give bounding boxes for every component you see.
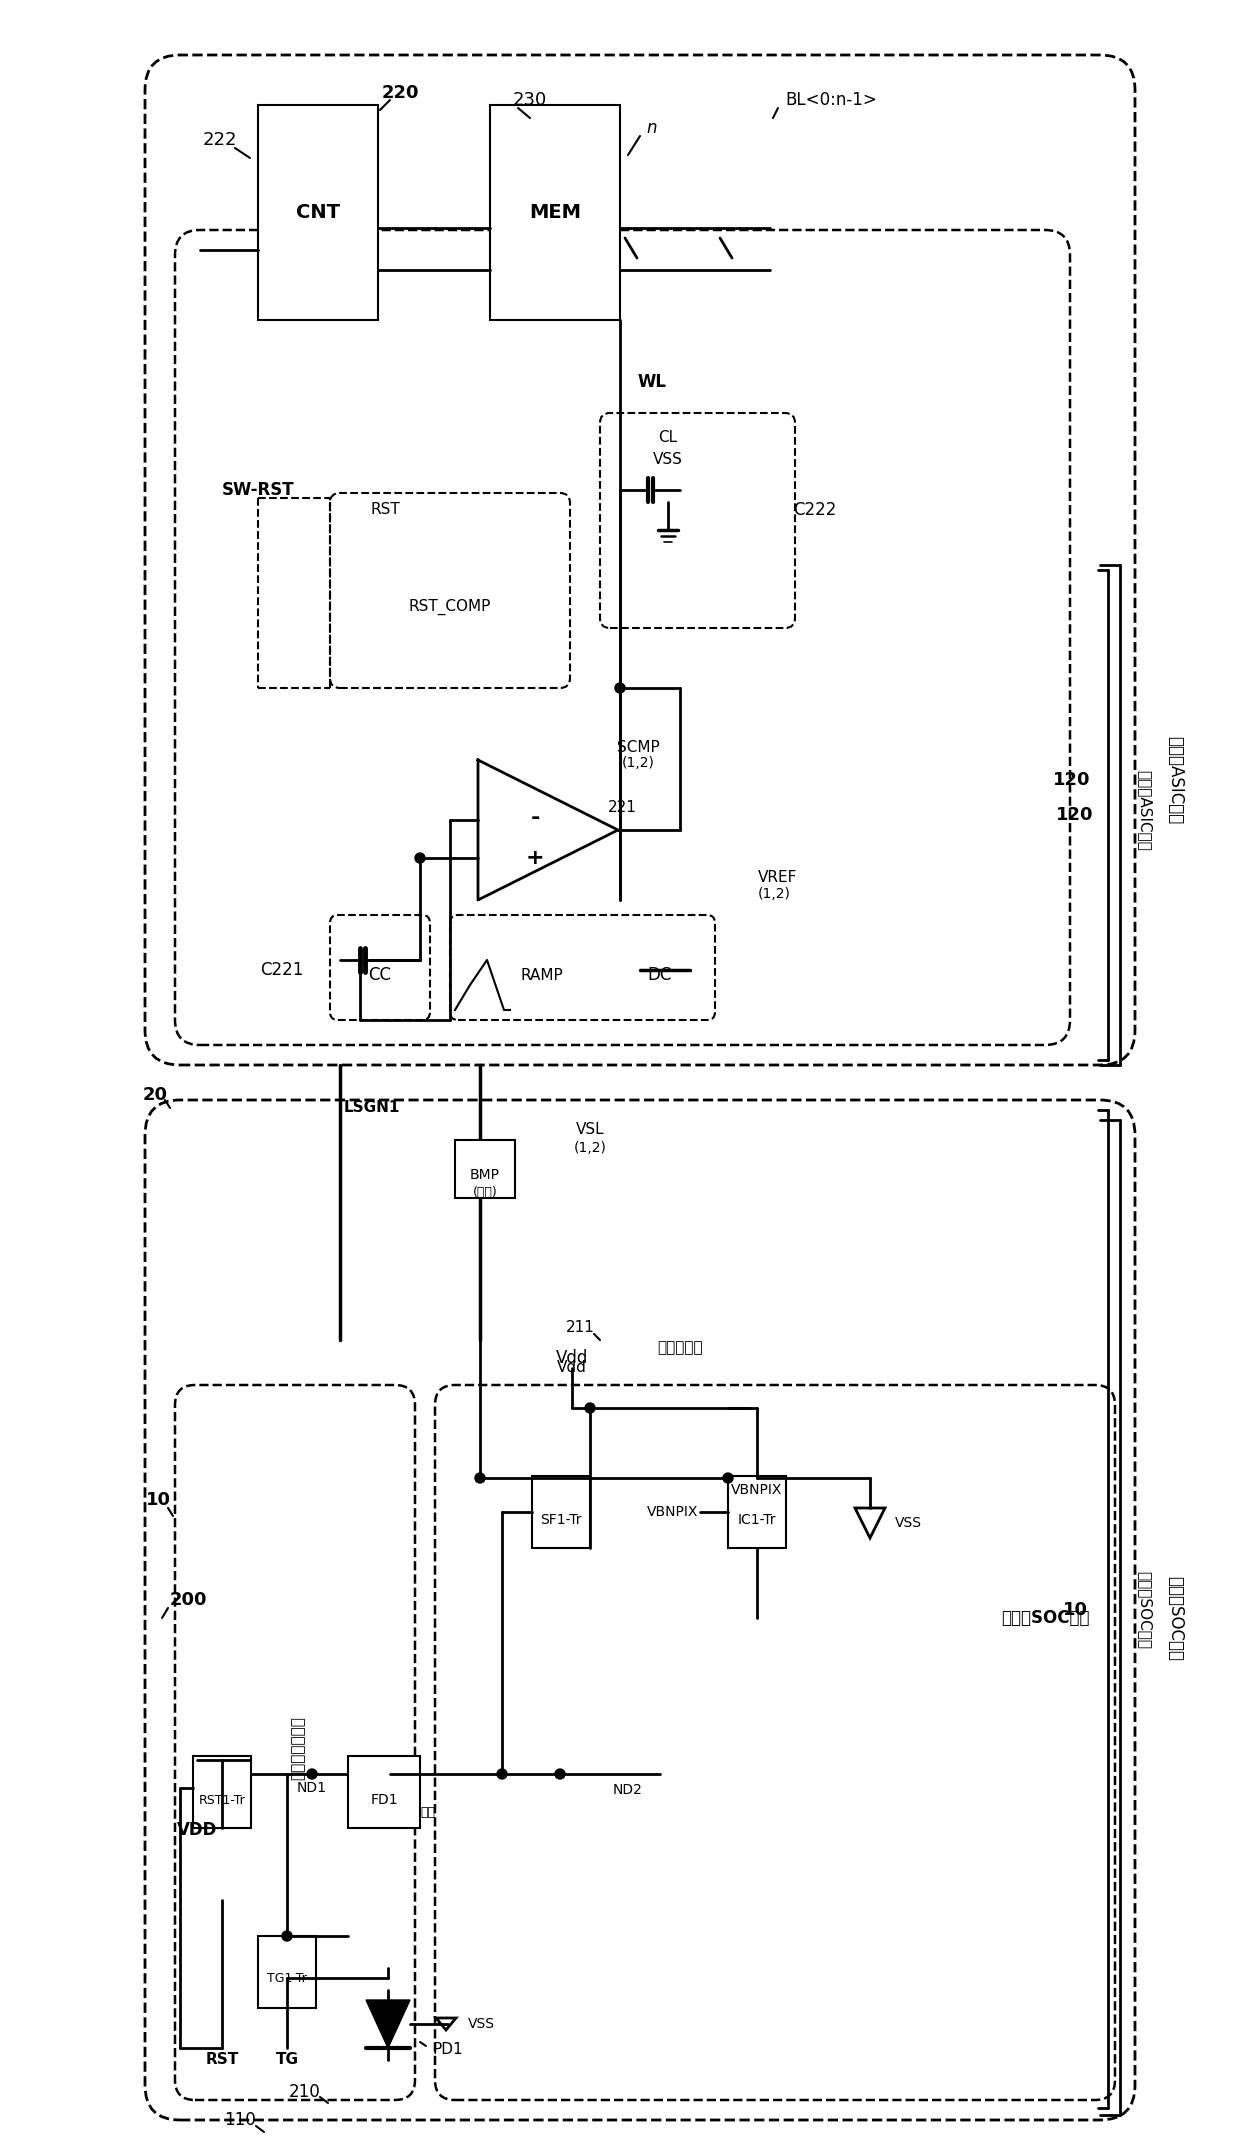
Text: (1,2): (1,2) — [621, 756, 655, 769]
Text: VBNPIX: VBNPIX — [646, 1506, 698, 1519]
Text: SW-RST: SW-RST — [222, 480, 294, 500]
Text: 输出缓冲部: 输出缓冲部 — [657, 1340, 703, 1355]
Text: 211: 211 — [565, 1320, 594, 1335]
Text: 第一层SOC像素: 第一层SOC像素 — [1137, 1570, 1152, 1650]
Text: 222: 222 — [203, 131, 237, 149]
Text: n: n — [647, 118, 657, 138]
Text: ND2: ND2 — [613, 1784, 642, 1796]
Text: IC1-Tr: IC1-Tr — [738, 1512, 776, 1527]
Bar — [532, 1475, 590, 1549]
Circle shape — [475, 1473, 485, 1482]
Text: 光电转换读出部: 光电转换读出部 — [290, 1717, 305, 1779]
Text: 10: 10 — [145, 1491, 171, 1510]
Text: 220: 220 — [381, 84, 419, 101]
Text: C221: C221 — [260, 961, 304, 980]
Text: MEM: MEM — [529, 202, 582, 222]
Text: RST1-Tr: RST1-Tr — [198, 1794, 246, 1807]
Text: SCMP: SCMP — [616, 741, 660, 756]
Text: DC: DC — [647, 965, 672, 984]
Text: 第二层ASIC像素: 第二层ASIC像素 — [1137, 769, 1152, 851]
Text: (凸块): (凸块) — [472, 1185, 497, 1198]
Text: FD1: FD1 — [371, 1792, 398, 1807]
Text: +: + — [526, 849, 544, 868]
Text: Vdd: Vdd — [556, 1348, 588, 1368]
Text: -: - — [531, 808, 539, 827]
Text: 20: 20 — [143, 1086, 167, 1105]
Text: 第一层SOC像素: 第一层SOC像素 — [1002, 1609, 1090, 1626]
Text: 第二层ASIC像素: 第二层ASIC像素 — [1166, 737, 1184, 825]
Text: BMP: BMP — [470, 1167, 500, 1183]
Circle shape — [723, 1473, 733, 1482]
Text: VSS: VSS — [467, 2016, 495, 2031]
Text: PD1: PD1 — [432, 2042, 463, 2057]
Text: WL: WL — [639, 373, 667, 392]
Text: RST_COMP: RST_COMP — [409, 599, 491, 616]
Text: 221: 221 — [608, 801, 637, 816]
Circle shape — [556, 1768, 565, 1779]
Text: 120: 120 — [1053, 771, 1090, 788]
Text: CNT: CNT — [296, 202, 340, 222]
Text: 120: 120 — [1056, 806, 1094, 825]
Text: CC: CC — [368, 965, 392, 984]
Text: VSS: VSS — [895, 1516, 923, 1529]
Text: VSS: VSS — [653, 452, 683, 467]
Bar — [258, 1936, 316, 2008]
Text: 10: 10 — [1063, 1600, 1087, 1620]
Text: VBNPIX: VBNPIX — [732, 1482, 782, 1497]
Text: SF1-Tr: SF1-Tr — [541, 1512, 582, 1527]
Circle shape — [615, 683, 625, 694]
Text: VSL: VSL — [575, 1122, 604, 1137]
Text: TG: TG — [275, 2053, 299, 2068]
Bar — [455, 1139, 515, 1198]
Circle shape — [281, 1930, 291, 1941]
Text: TG1-Tr: TG1-Tr — [267, 1971, 306, 1984]
Text: LSGN1: LSGN1 — [343, 1101, 401, 1116]
Text: RST: RST — [206, 2053, 238, 2068]
Bar — [490, 106, 620, 321]
Text: (1,2): (1,2) — [758, 887, 791, 900]
Text: 110: 110 — [224, 2111, 255, 2128]
Bar — [193, 1756, 250, 1829]
Text: ND1: ND1 — [298, 1781, 327, 1794]
Text: (1,2): (1,2) — [574, 1142, 606, 1155]
Circle shape — [415, 853, 425, 864]
Text: VDD: VDD — [177, 1820, 217, 1840]
Text: Vdd: Vdd — [557, 1361, 587, 1376]
Text: 210: 210 — [289, 2083, 321, 2100]
Text: 200: 200 — [170, 1592, 207, 1609]
Text: 230: 230 — [513, 90, 547, 110]
Text: VREF: VREF — [758, 870, 797, 885]
Text: RST: RST — [370, 502, 399, 517]
Circle shape — [308, 1768, 317, 1779]
Text: RAMP: RAMP — [520, 967, 563, 982]
Text: BL<0:n-1>: BL<0:n-1> — [785, 90, 877, 110]
Circle shape — [585, 1402, 595, 1413]
Bar — [348, 1756, 420, 1829]
Bar — [728, 1475, 786, 1549]
Bar — [258, 106, 378, 321]
Text: 第一层SOC像素: 第一层SOC像素 — [1166, 1575, 1184, 1661]
Polygon shape — [366, 2001, 410, 2048]
Text: CL: CL — [658, 431, 677, 446]
Text: 溢出: 溢出 — [420, 1805, 435, 1818]
Circle shape — [497, 1768, 507, 1779]
Text: C222: C222 — [794, 502, 836, 519]
